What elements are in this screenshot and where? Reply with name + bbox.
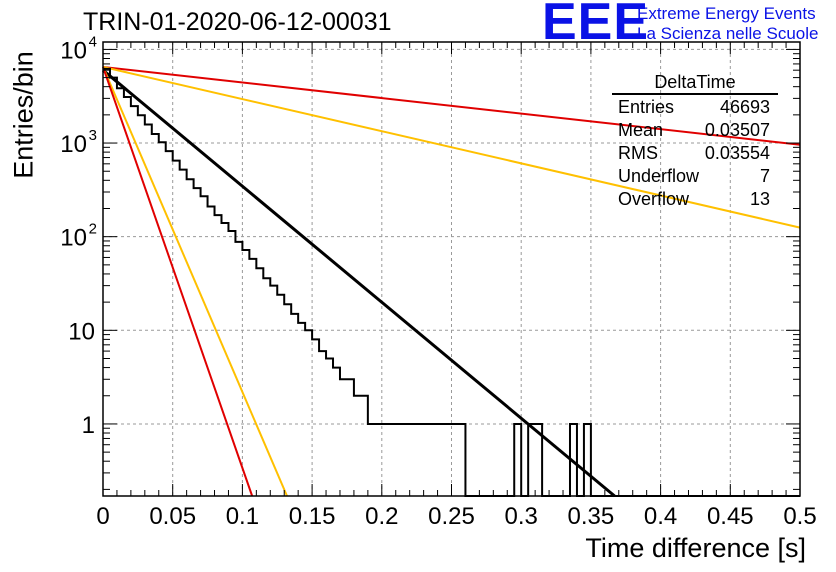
x-tick-label: 0.3: [505, 503, 538, 530]
y-tick-label: 10: [60, 225, 87, 252]
stats-title: DeltaTime: [612, 72, 778, 95]
x-tick-label: 0.35: [568, 503, 615, 530]
x-tick-label: 0.5: [783, 503, 816, 530]
x-axis-ticks: 0 0.05 0.1 0.15 0.2 0.25 0.3 0.35 0.4 0.45 0.5: [96, 42, 817, 530]
x-tick-label: 0.05: [149, 503, 196, 530]
stats-row: Overflow 13: [612, 188, 778, 211]
stats-value: 0.03554: [704, 143, 770, 163]
plot-title: TRIN-01-2020-06-12-00031: [83, 8, 392, 36]
stats-value: 46693: [719, 97, 770, 117]
stats-row: RMS 0.03554: [612, 142, 778, 165]
stats-label: Overflow: [618, 189, 690, 209]
y-tick-label: 10: [60, 131, 87, 158]
x-tick-label: 0.1: [226, 503, 259, 530]
stats-row: Entries 46693: [612, 96, 778, 119]
y-tick-exponent: 4: [89, 33, 97, 50]
y-tick-label: 1: [82, 412, 95, 439]
x-tick-label: 0.15: [289, 503, 336, 530]
logo-line-2: La Scienza nelle Scuole: [637, 24, 819, 43]
y-axis-label-wrap: Entries/bin: [6, 40, 42, 190]
stats-label: RMS: [618, 143, 658, 163]
logo-line-1: Extreme Energy Events: [637, 4, 816, 23]
y-tick-exponent: 2: [89, 221, 97, 238]
y-tick-label: 10: [60, 37, 87, 64]
stats-row: Mean 0.03507: [612, 119, 778, 142]
stats-label: Mean: [618, 120, 664, 140]
red-shallow-line: [102, 65, 801, 146]
y-axis-label: Entries/bin: [8, 51, 39, 179]
black-fit-line: [102, 69, 616, 498]
logo-letters: EEE: [542, 0, 650, 51]
x-tick-label: 0.4: [644, 503, 677, 530]
orange-steep-line: [102, 66, 288, 497]
stats-value: 13: [749, 189, 770, 209]
x-axis-label: Time difference [s]: [585, 533, 806, 563]
x-tick-label: 0.2: [365, 503, 398, 530]
stats-label: Entries: [618, 97, 675, 117]
stats-row: Underflow 7: [612, 165, 778, 188]
red-steep-line: [102, 66, 254, 497]
stats-label: Underflow: [618, 166, 700, 186]
x-tick-label: 0.45: [707, 503, 754, 530]
reference-lines: [102, 65, 801, 498]
x-tick-label: 0.25: [428, 503, 475, 530]
stats-value: 0.03507: [704, 120, 770, 140]
x-tick-label: 0: [96, 503, 109, 530]
stats-box: DeltaTime Entries 46693 Mean 0.03507 RMS 0.…: [612, 72, 778, 211]
orange-shallow-line: [102, 65, 801, 229]
y-tick-label: 10: [68, 318, 95, 345]
stats-value: 7: [759, 166, 770, 186]
y-tick-exponent: 3: [89, 127, 97, 144]
